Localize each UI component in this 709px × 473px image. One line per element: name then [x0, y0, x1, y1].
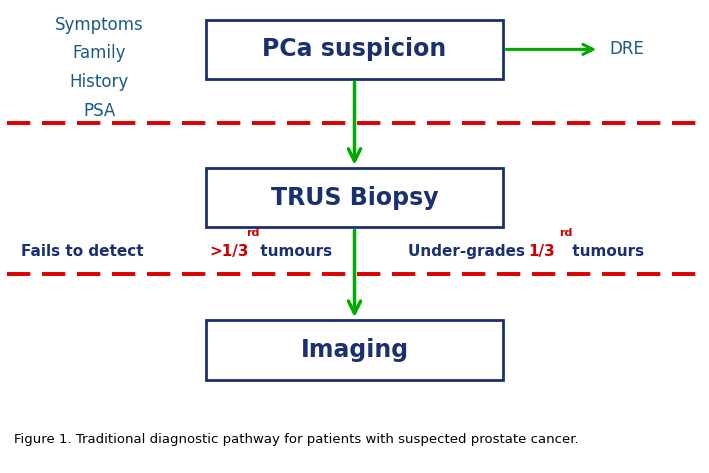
Text: PSA: PSA: [83, 102, 116, 120]
Text: Under-grades: Under-grades: [408, 244, 530, 259]
Text: Imaging: Imaging: [301, 338, 408, 362]
FancyBboxPatch shape: [206, 168, 503, 228]
Text: DRE: DRE: [610, 40, 644, 58]
FancyBboxPatch shape: [206, 320, 503, 380]
Text: rd: rd: [559, 228, 572, 237]
Text: Symptoms: Symptoms: [55, 16, 144, 34]
Text: PCa suspicion: PCa suspicion: [262, 37, 447, 61]
Text: >1/3: >1/3: [209, 244, 249, 259]
Text: tumours: tumours: [255, 244, 333, 259]
Text: TRUS Biopsy: TRUS Biopsy: [271, 185, 438, 210]
Text: Fails to detect: Fails to detect: [21, 244, 149, 259]
Text: Family: Family: [72, 44, 126, 62]
Text: rd: rd: [246, 228, 259, 237]
FancyBboxPatch shape: [206, 19, 503, 79]
Text: 1/3: 1/3: [528, 244, 555, 259]
Text: tumours: tumours: [567, 244, 644, 259]
Text: History: History: [69, 73, 129, 91]
Text: Figure 1. Traditional diagnostic pathway for patients with suspected prostate ca: Figure 1. Traditional diagnostic pathway…: [14, 433, 579, 446]
